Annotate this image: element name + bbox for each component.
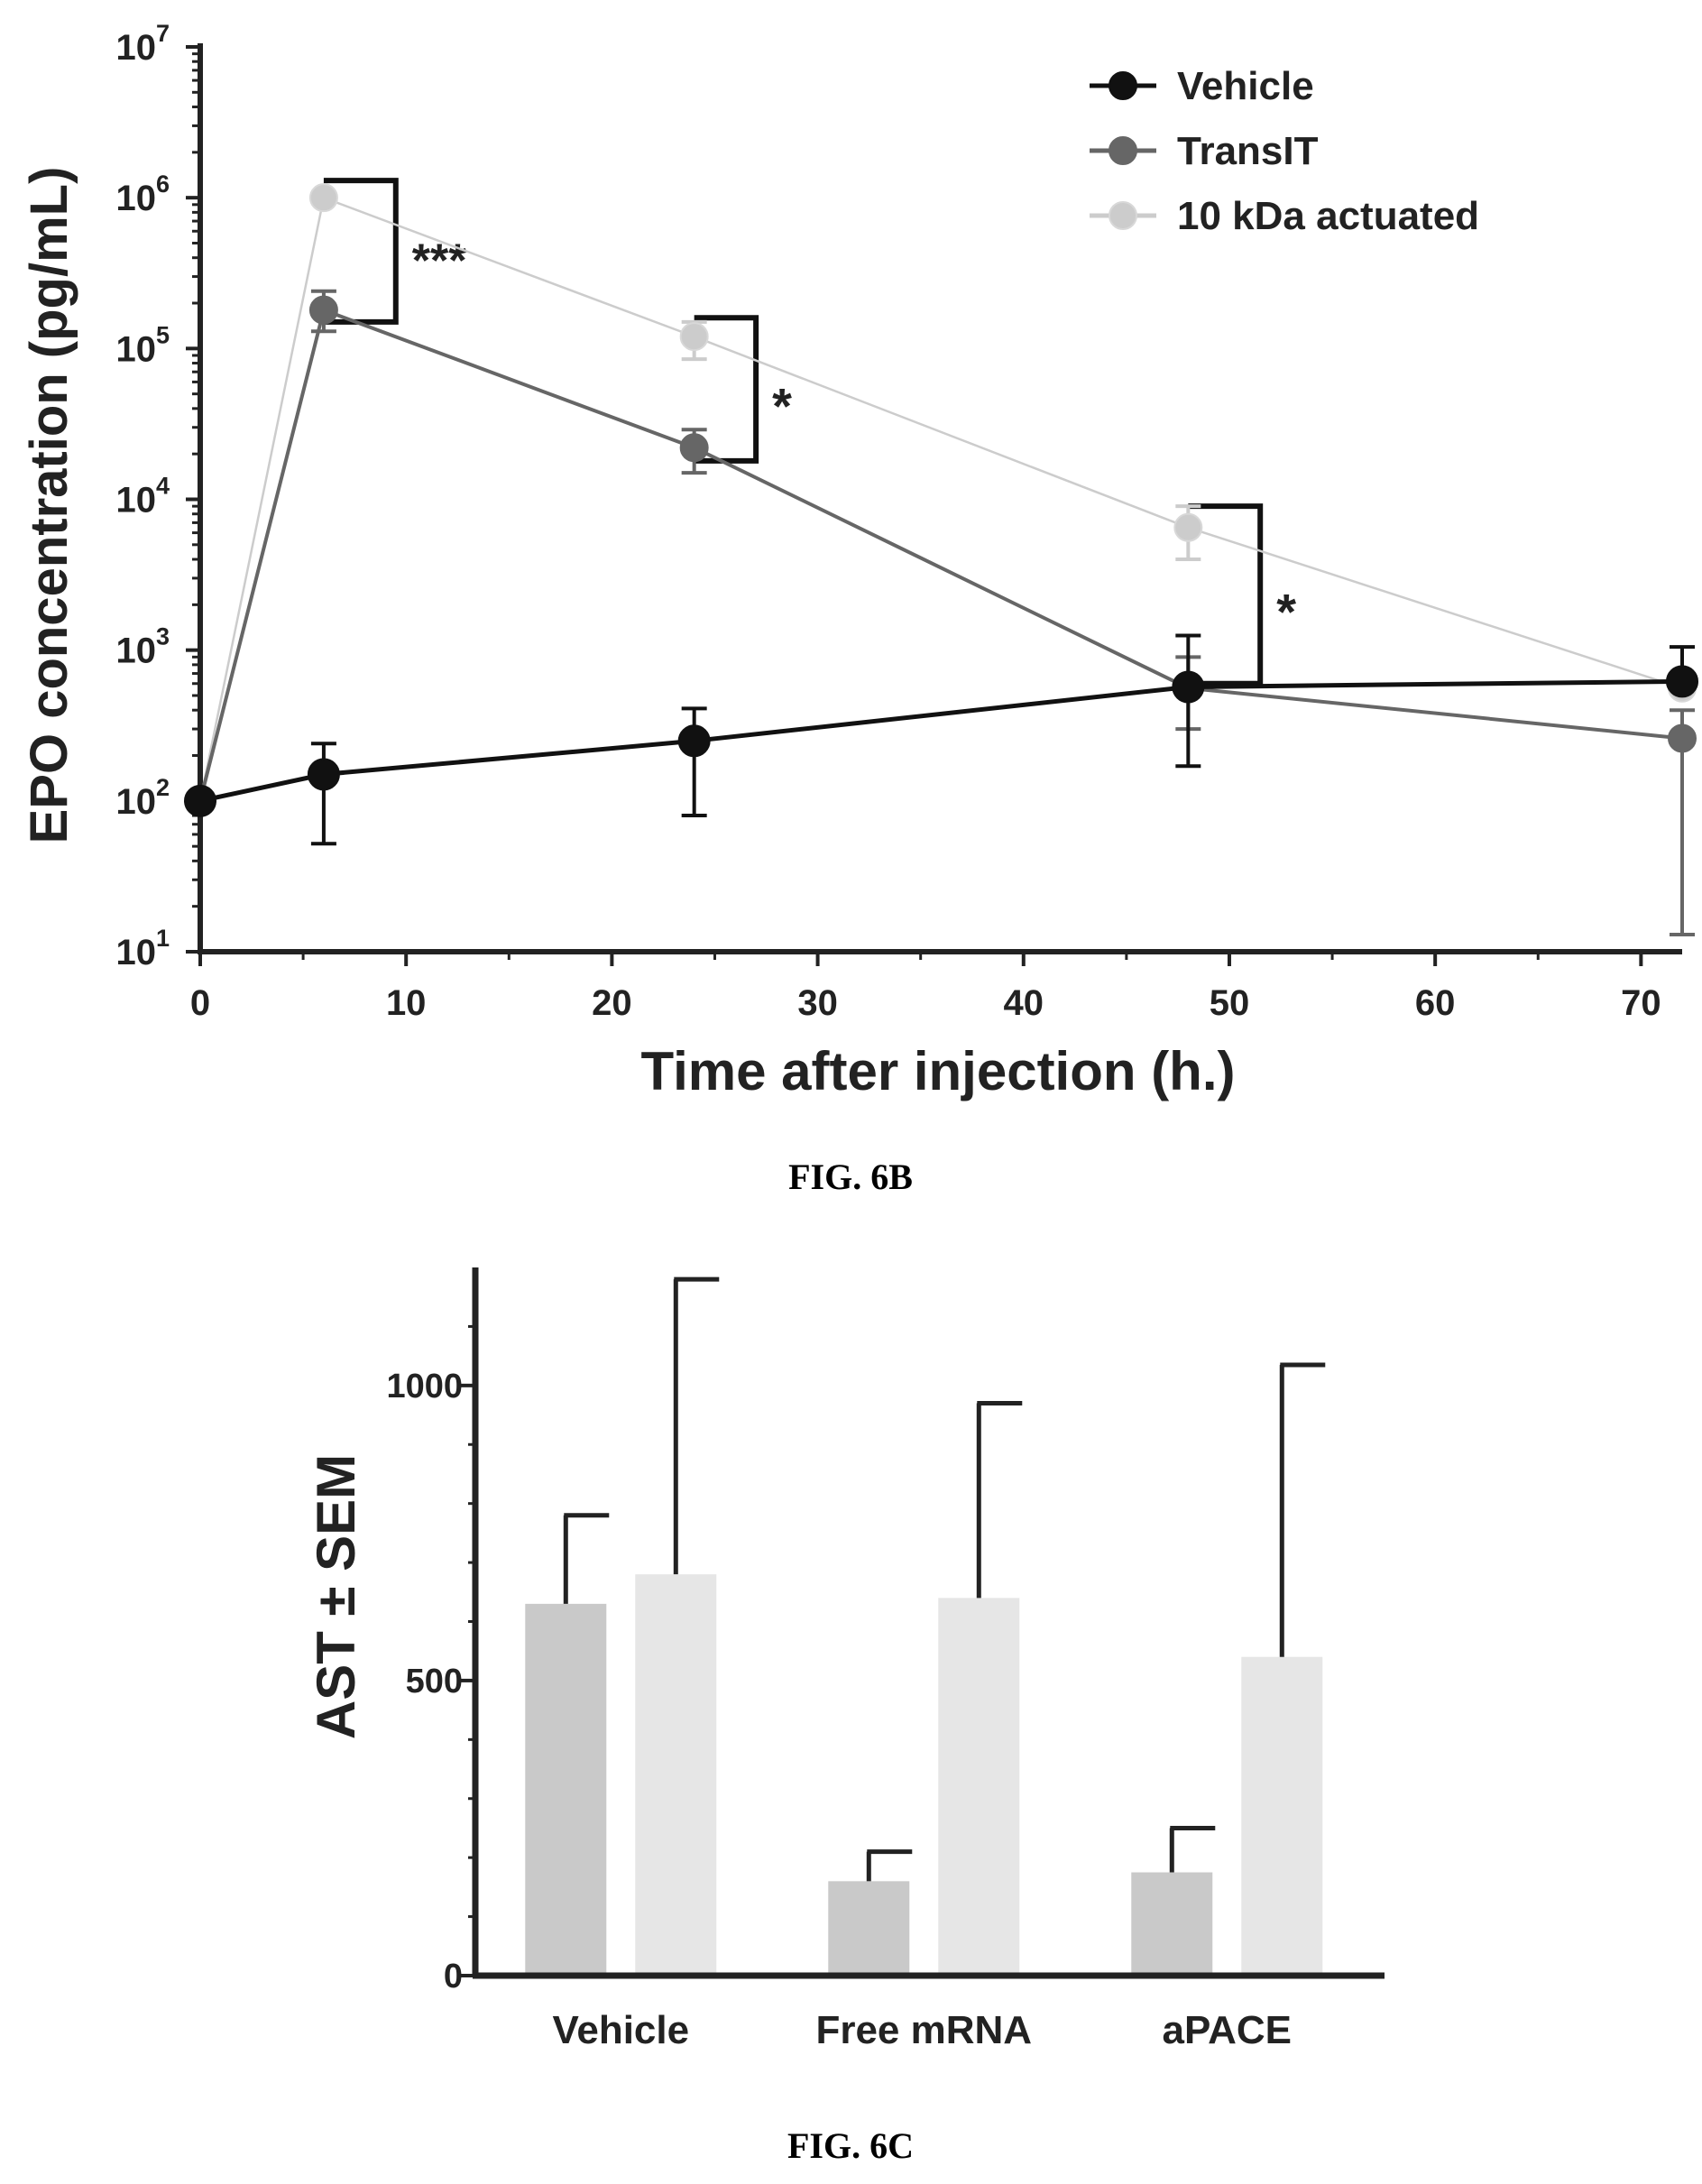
c2-bar bbox=[1131, 1872, 1213, 1976]
c1-x-axis-title: Time after injection (h.) bbox=[641, 1041, 1236, 1101]
c1-legend-marker bbox=[1109, 201, 1137, 230]
c1-data-point bbox=[307, 758, 340, 791]
c2-y-tick-label: 500 bbox=[406, 1663, 463, 1700]
c1-data-point bbox=[1666, 665, 1698, 698]
c2-category-group: Vehicle bbox=[525, 1276, 720, 2052]
c1-data-point bbox=[679, 322, 709, 352]
c1-y-tick-label: 105 bbox=[115, 321, 170, 369]
c1-y-tick-label: 107 bbox=[115, 20, 170, 68]
c1-data-point bbox=[1172, 670, 1205, 704]
c1-y-tick-exp: 1 bbox=[156, 925, 170, 952]
c1-x-tick-label: 40 bbox=[1004, 983, 1044, 1023]
c2-bar bbox=[938, 1598, 1020, 1976]
c1-legend-entry: TransIT bbox=[1090, 129, 1319, 173]
c1-x-tick-label: 10 bbox=[386, 983, 427, 1023]
c1-series-0 bbox=[184, 633, 1698, 846]
c1-legend-label: 10 kDa actuated bbox=[1177, 194, 1479, 238]
c1-x-tick-label: 30 bbox=[797, 983, 838, 1023]
c1-y-tick-base: 10 bbox=[115, 329, 156, 369]
c1-series-line bbox=[198, 196, 1683, 802]
c1-y-tick-label: 104 bbox=[115, 473, 170, 521]
c1-data-point bbox=[308, 295, 338, 325]
c1-y-axis-title: EPO concentration (pg/mL) bbox=[20, 167, 78, 844]
c1-y-tick-base: 10 bbox=[115, 481, 156, 521]
c2-category-group: Free mRNA bbox=[815, 1400, 1032, 2052]
c1-y-tick-exp: 5 bbox=[156, 321, 170, 348]
c1-series-1 bbox=[186, 289, 1697, 936]
c1-y-tick-base: 10 bbox=[115, 28, 156, 68]
c2-category-label: Free mRNA bbox=[815, 2008, 1032, 2052]
c1-y-tick-exp: 2 bbox=[156, 774, 170, 801]
c2-y-axis-title: AST ± SEM bbox=[306, 1454, 366, 1739]
c1-y-tick-label: 102 bbox=[115, 774, 170, 822]
c1-significance-marker: * bbox=[772, 378, 792, 435]
c2-bars-layer: Vehicle Free mRNA aPACE bbox=[525, 1276, 1326, 2052]
caption-fig-6c: FIG. 6C bbox=[787, 2125, 914, 2166]
c1-data-point bbox=[677, 724, 711, 758]
c1-y-tick-base: 10 bbox=[115, 933, 156, 972]
c1-legend-marker bbox=[1109, 71, 1137, 100]
c1-data-point bbox=[1173, 512, 1203, 542]
c2-bar bbox=[635, 1574, 717, 1976]
c1-series-line bbox=[199, 678, 1683, 804]
c2-y-tick-label: 1000 bbox=[386, 1368, 463, 1405]
c1-legend: Vehicle TransIT 10 kDa actuated bbox=[1090, 64, 1479, 238]
c1-significance-bracket bbox=[1188, 503, 1264, 687]
c1-data-point bbox=[308, 183, 338, 213]
c1-y-tick-label: 101 bbox=[115, 925, 170, 972]
c2-bar bbox=[828, 1881, 910, 1976]
c1-y-tick-exp: 7 bbox=[156, 20, 170, 47]
c2-category-group: aPACE bbox=[1131, 1362, 1326, 2052]
c1-y-tick-exp: 3 bbox=[156, 623, 170, 650]
c1-legend-entry: Vehicle bbox=[1090, 64, 1314, 108]
c1-series-layer bbox=[184, 183, 1698, 936]
c1-legend-label: Vehicle bbox=[1177, 64, 1314, 108]
c1-y-tick-base: 10 bbox=[115, 782, 156, 822]
c2-bar bbox=[1241, 1656, 1323, 1976]
c1-data-point bbox=[679, 433, 709, 463]
c1-x-tick-label: 70 bbox=[1621, 983, 1661, 1023]
c1-significance-layer: ***** bbox=[323, 178, 1296, 687]
caption-fig-6b: FIG. 6B bbox=[788, 1157, 913, 1197]
c1-y-tick-label: 103 bbox=[115, 623, 170, 671]
c2-category-label: aPACE bbox=[1163, 2008, 1292, 2052]
c1-y-tick-exp: 4 bbox=[156, 473, 170, 500]
c1-y-tick-base: 10 bbox=[115, 179, 156, 218]
c1-legend-label: TransIT bbox=[1177, 129, 1319, 173]
c1-legend-marker bbox=[1109, 136, 1137, 165]
c1-x-tick-label: 50 bbox=[1210, 983, 1250, 1023]
c2-category-label: Vehicle bbox=[552, 2008, 689, 2052]
c2-bar bbox=[525, 1603, 607, 1976]
c2-y-tick-label: 0 bbox=[444, 1958, 463, 1995]
c1-x-tick-label: 0 bbox=[190, 983, 210, 1023]
c1-y-tick-exp: 6 bbox=[156, 170, 170, 198]
c1-significance-marker: * bbox=[1276, 583, 1296, 640]
c1-x-tick-label: 60 bbox=[1415, 983, 1456, 1023]
c2-ticks-layer: 0 500 1000 bbox=[386, 1324, 475, 1995]
c1-series-line bbox=[198, 308, 1683, 802]
c1-x-tick-label: 20 bbox=[592, 983, 632, 1023]
c1-data-point bbox=[1668, 723, 1697, 753]
c1-legend-entry: 10 kDa actuated bbox=[1090, 194, 1479, 238]
c1-y-tick-base: 10 bbox=[115, 631, 156, 671]
bar-chart-ast: 0 500 1000 Vehicle Free mRNA aPACE AST ± SEM… bbox=[306, 1267, 1385, 2166]
c1-data-point bbox=[184, 784, 216, 817]
c1-significance-marker: *** bbox=[412, 235, 467, 288]
c1-y-tick-label: 106 bbox=[115, 170, 170, 218]
